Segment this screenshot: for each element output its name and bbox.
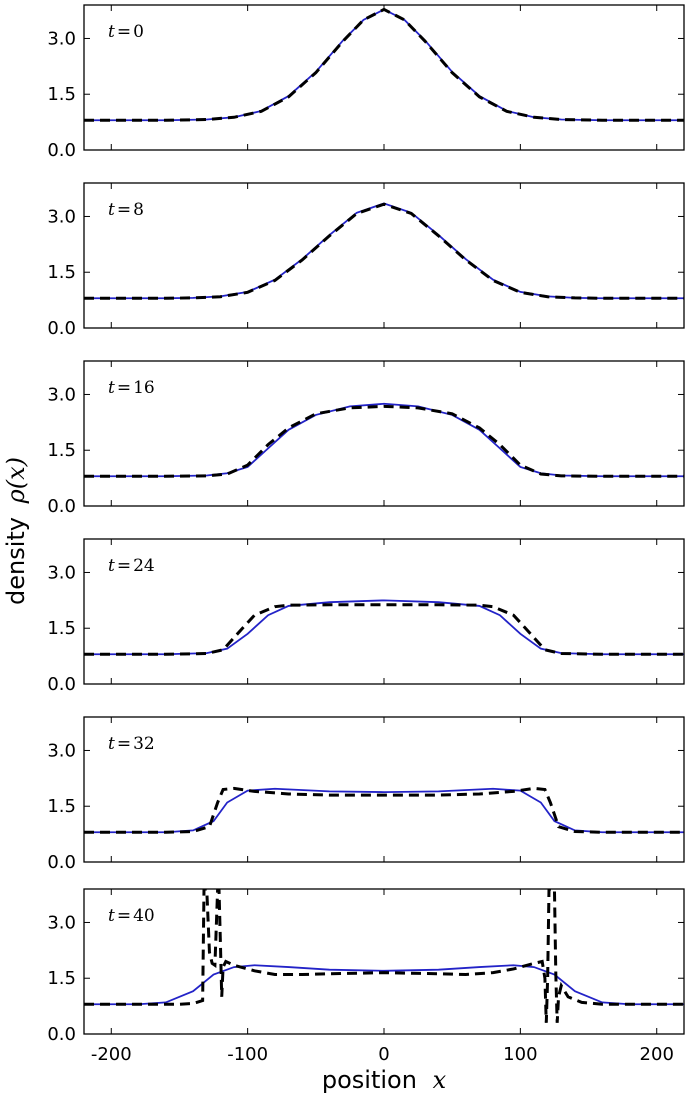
panel-2-label: t = 16 [108,378,155,398]
panel-5-ytick-label-0: 0.0 [47,1024,76,1045]
panel-2-frame [83,360,685,507]
panel-1-label-var: t [108,200,115,220]
panel-3-label-eq: = [117,556,131,576]
panel-0: 0.0 1.5 3.0 t = 0 [47,4,685,161]
panel-0-label-eq: = [117,22,131,42]
x-axis-label-text: position [322,1066,417,1094]
xtick-label-0: -200 [91,1044,132,1065]
panel-2-label-value: 16 [133,378,155,398]
panel-2-label-eq: = [117,378,131,398]
panel-4-label-var: t [108,734,115,754]
panel-3-ytick-label-2: 3.0 [47,562,76,583]
panel-0-series-solid [84,8,684,122]
panel-4-ytick-label-1: 1.5 [47,796,76,817]
panel-3-ytick-label-1: 1.5 [47,618,76,639]
panel-4-label-value: 32 [133,734,155,754]
panel-5-ytick-label-2: 3.0 [47,912,76,933]
panel-1: 0.0 1.5 3.0 t = 8 [47,182,685,339]
panel-5-label-value: 40 [133,906,155,926]
panel-5-label: t = 40 [108,906,155,926]
panel-5-series-dashed [84,889,684,1023]
panel-1-label-value: 8 [133,200,144,220]
panel-1-ytick-label-1: 1.5 [47,262,76,283]
xtick-label-4: 200 [640,1044,674,1065]
xtick-label-2: 0 [378,1044,389,1065]
xtick-label-3: 100 [503,1044,537,1065]
panel-2-ytick-label-0: 0.0 [47,496,76,517]
panel-5-frame [83,888,685,1035]
panel-4-frame [83,716,685,863]
panel-1-ytick-label-0: 0.0 [47,318,76,339]
panel-3-series-solid [84,599,684,656]
panel-0-label: t = 0 [108,22,144,42]
panel-3-series-dashed [84,603,684,656]
panel-3-ytick-label-0: 0.0 [47,674,76,695]
panel-4-ytick-label-2: 3.0 [47,740,76,761]
panel-5-label-var: t [108,906,115,926]
panel-2-series-dashed [84,404,684,478]
panel-4-series-dashed [84,786,684,834]
panel-1-series-solid [84,202,684,300]
panel-5-label-eq: = [117,906,131,926]
panel-4-label-eq: = [117,734,131,754]
panel-0-ytick-label-0: 0.0 [47,140,76,161]
y-axis-label-math: ρ(x) [2,457,30,504]
panel-5: 0.0 1.5 3.0 t = 40 [47,888,685,1045]
panel-1-label-eq: = [117,200,131,220]
panel-1-series-dashed [84,202,684,300]
panel-4: 0.0 1.5 3.0 t = 32 [47,716,685,873]
panel-1-label: t = 8 [108,200,144,220]
panel-3-label-value: 24 [133,556,155,576]
panel-0-label-var: t [108,22,115,42]
xtick-label-1: -100 [227,1044,268,1065]
panel-3-label-var: t [108,556,115,576]
y-axis-label-text: density [2,517,30,605]
panel-2: 0.0 1.5 3.0 t = 16 [47,360,685,517]
panel-0-series-dashed [84,7,684,122]
x-axis: -200 -100 0 100 200 [91,1044,674,1065]
panel-0-frame [83,4,685,151]
panel-4-ytick-label-0: 0.0 [47,852,76,873]
panel-4-label: t = 32 [108,734,155,754]
panel-2-series-solid [84,402,684,478]
y-axis-label: density ρ(x) [2,457,30,605]
panel-0-ytick-label-2: 3.0 [47,28,76,49]
panel-0-label-value: 0 [133,22,144,42]
panel-3-frame [83,538,685,685]
panel-3-label: t = 24 [108,556,155,576]
x-axis-label: position x [322,1066,447,1094]
panel-3: 0.0 1.5 3.0 t = 24 [47,538,685,695]
panel-0-ytick-label-1: 1.5 [47,84,76,105]
panel-2-label-var: t [108,378,115,398]
x-axis-label-math: x [433,1066,447,1094]
panel-2-ytick-label-1: 1.5 [47,440,76,461]
panel-1-ytick-label-2: 3.0 [47,206,76,227]
panel-2-ytick-label-2: 3.0 [47,384,76,405]
panel-4-series-solid [84,787,684,834]
panel-5-series-solid [84,964,684,1006]
panels-group: 0.01.53.0 t = 00.01.53.0 t = 80.01.53.0 t = 160.0… [47,4,685,1045]
panel-5-ytick-label-1: 1.5 [47,968,76,989]
